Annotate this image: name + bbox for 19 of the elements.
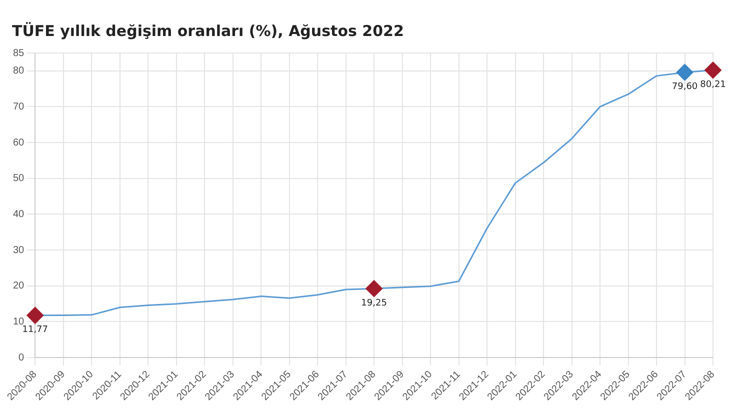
point	[676, 64, 694, 81]
data-label: 19,25	[361, 298, 387, 308]
y-tick-label: 20	[13, 280, 25, 292]
y-tick-label: 70	[13, 101, 25, 112]
point	[704, 62, 722, 79]
point	[26, 306, 44, 324]
y-tick-label: 10	[13, 316, 25, 328]
y-tick-label: 60	[13, 137, 25, 148]
y-tick-label: 85	[13, 48, 25, 59]
y-tick-label: 30	[13, 244, 25, 256]
y-tick-label: 0	[18, 352, 25, 364]
y-tick-label: 50	[13, 173, 25, 184]
data-label: 80,21	[700, 80, 726, 90]
chart-title: TÜFE yıllık değişim oranları (%), Ağustos 2022	[12, 22, 404, 40]
y-tick-label: 40	[13, 208, 25, 220]
data-label: 79,60	[672, 82, 698, 92]
data-label: 11,77	[22, 325, 48, 336]
point	[366, 280, 383, 298]
y-tick-label: 80	[13, 66, 25, 77]
